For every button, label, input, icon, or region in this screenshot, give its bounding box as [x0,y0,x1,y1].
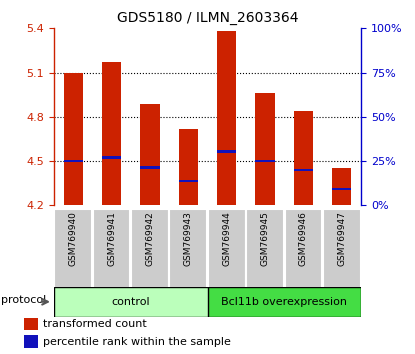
Bar [179,180,198,182]
Bar [285,209,322,289]
Bar [246,209,284,289]
Text: GSM769945: GSM769945 [261,211,270,266]
Text: GSM769941: GSM769941 [107,211,116,266]
Title: GDS5180 / ILMN_2603364: GDS5180 / ILMN_2603364 [117,11,298,24]
Text: percentile rank within the sample: percentile rank within the sample [43,337,231,347]
Bar [140,166,159,169]
Bar [179,129,198,205]
Text: GSM769946: GSM769946 [299,211,308,266]
Text: control: control [111,297,150,307]
Bar [169,209,207,289]
Bar [294,169,313,171]
Text: GSM769944: GSM769944 [222,211,231,266]
Text: transformed count: transformed count [43,319,147,329]
Bar [208,209,246,289]
Text: GSM769943: GSM769943 [184,211,193,266]
Bar [323,209,361,289]
Bar [54,209,92,289]
Text: protocol: protocol [1,295,46,305]
Text: GSM769947: GSM769947 [337,211,347,266]
Text: Bcl11b overexpression: Bcl11b overexpression [221,297,347,307]
Bar [63,160,83,162]
Bar [256,93,275,205]
Text: GSM769940: GSM769940 [68,211,78,266]
Bar [294,111,313,205]
Bar [24,318,37,330]
Bar [63,73,83,205]
Bar [332,188,352,190]
Bar [256,160,275,162]
Bar [332,169,352,205]
Bar [131,209,169,289]
Bar [102,62,121,205]
Bar [217,150,236,153]
Bar [208,287,361,317]
Bar [102,156,121,159]
Bar [93,209,130,289]
Bar [54,287,208,317]
Bar [217,31,236,205]
Bar [24,335,37,348]
Text: GSM769942: GSM769942 [145,211,154,266]
Bar [140,104,159,205]
